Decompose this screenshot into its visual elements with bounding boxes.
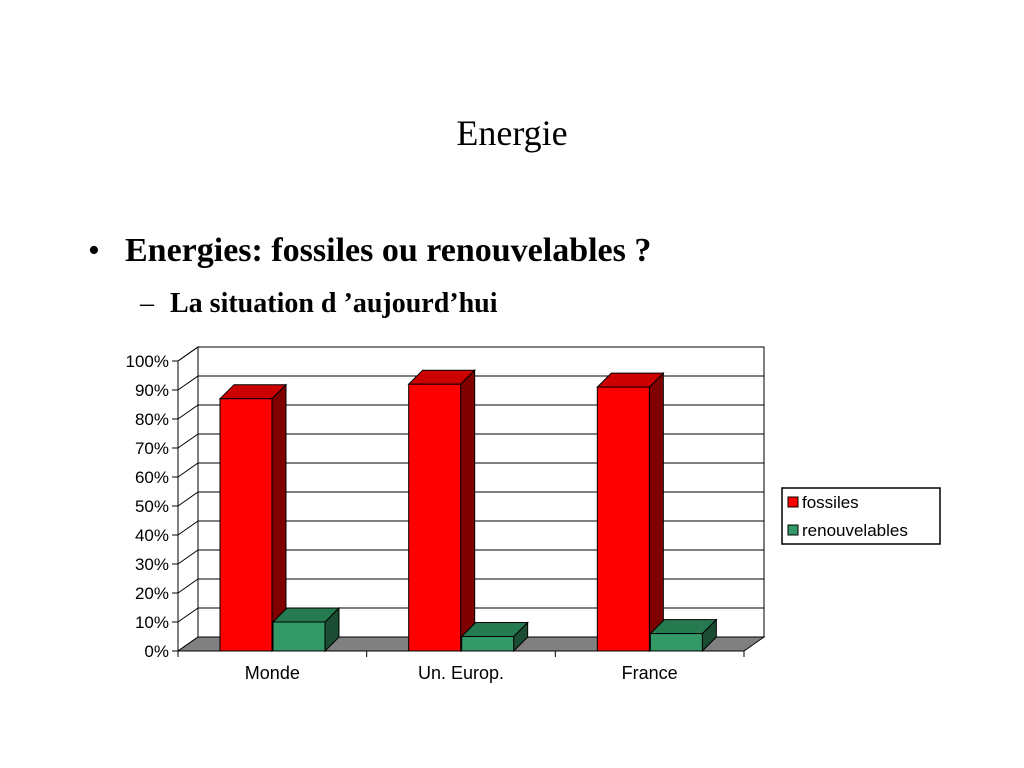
bar-front — [219, 398, 273, 652]
gridline — [177, 433, 764, 449]
gridline — [177, 578, 764, 594]
legend-label: fossiles — [802, 493, 859, 512]
y-tick-label: 80% — [135, 410, 169, 429]
gridline — [177, 520, 764, 536]
x-tick-label: France — [622, 663, 678, 683]
bar-front — [408, 383, 462, 652]
sub-bullet-dash: – — [140, 288, 154, 319]
gridline — [177, 607, 764, 623]
bar-side — [460, 368, 476, 653]
y-tick-label: 20% — [135, 584, 169, 603]
bullet-dot: • — [88, 232, 100, 269]
bullet-text: Energies: fossiles ou renouvelables ? — [125, 232, 652, 269]
bar-front — [272, 621, 326, 652]
bar-renouvelables — [460, 621, 529, 653]
bar-front — [461, 636, 515, 652]
y-tick-label: 100% — [126, 352, 169, 371]
x-tick-label: Monde — [245, 663, 300, 683]
gridline — [177, 491, 764, 507]
gridline — [177, 346, 764, 362]
gridline — [177, 549, 764, 565]
y-tick-label: 10% — [135, 613, 169, 632]
gridline — [177, 462, 764, 478]
legend-swatch — [787, 524, 799, 536]
y-tick-label: 60% — [135, 468, 169, 487]
y-tick-label: 50% — [135, 497, 169, 516]
bar-fossiles — [407, 368, 476, 653]
bar-fossiles — [596, 371, 665, 653]
gridline — [177, 375, 764, 391]
y-tick-label: 70% — [135, 439, 169, 458]
bar-fossiles — [218, 383, 288, 653]
sub-bullet-item: – La situation d ’aujourd’hui — [140, 288, 498, 320]
legend-swatch — [787, 496, 799, 508]
gridline — [177, 404, 764, 420]
bullet-item: • Energies: fossiles ou renouvelables ? — [88, 232, 651, 270]
x-tick-label: Un. Europ. — [418, 663, 504, 683]
y-tick-label: 40% — [135, 526, 169, 545]
y-tick-label: 30% — [135, 555, 169, 574]
bar-side — [648, 371, 664, 653]
slide-title: Energie — [456, 113, 568, 153]
bar-renouvelables — [649, 618, 718, 653]
sub-bullet-text: La situation d ’aujourd’hui — [170, 288, 498, 319]
y-tick-label: 0% — [144, 642, 169, 661]
bar-front — [649, 633, 703, 652]
legend-label: renouvelables — [802, 521, 908, 540]
y-tick-label: 90% — [135, 381, 169, 400]
bar-renouvelables — [271, 606, 341, 653]
bar-front — [596, 386, 650, 652]
legend-box — [781, 487, 941, 545]
